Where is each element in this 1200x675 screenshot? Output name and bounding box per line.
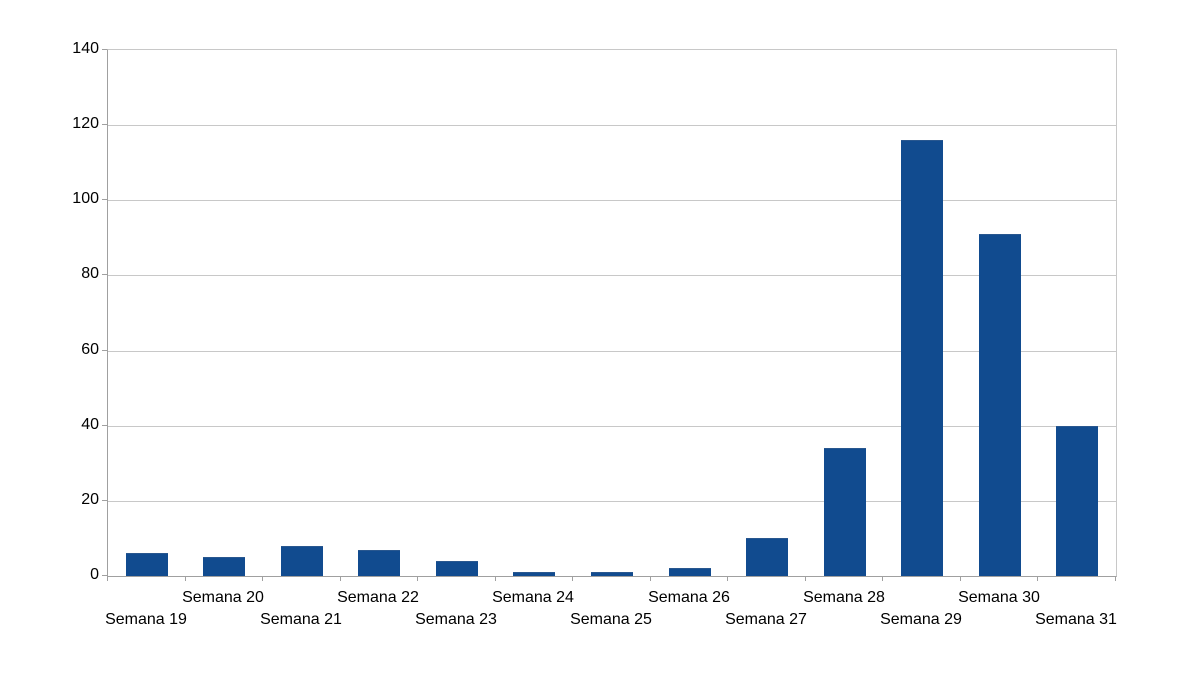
x-axis-tick	[805, 576, 806, 581]
bar-semana-27	[746, 538, 788, 576]
bar-semana-21	[281, 546, 323, 576]
x-axis-tick	[1037, 576, 1038, 581]
x-axis-tick	[340, 576, 341, 581]
x-axis-tick	[960, 576, 961, 581]
bar-semana-28	[824, 448, 866, 576]
y-axis-tick	[102, 49, 107, 50]
x-axis-category-label: Semana 25	[570, 611, 652, 628]
bar-semana-30	[979, 234, 1021, 576]
bar-semana-24	[513, 572, 555, 576]
bar-semana-19	[126, 553, 168, 576]
x-axis-category-label: Semana 30	[958, 589, 1040, 606]
y-axis-tick	[102, 124, 107, 125]
y-axis-tick-label: 40	[81, 416, 99, 433]
bar-semana-20	[203, 557, 245, 576]
x-axis-category-label: Semana 21	[260, 611, 342, 628]
x-axis-category-label: Semana 23	[415, 611, 497, 628]
y-axis-tick-label: 120	[72, 115, 99, 132]
x-axis-tick	[185, 576, 186, 581]
y-axis-tick-label: 100	[72, 190, 99, 207]
bar-semana-26	[669, 568, 711, 576]
gridline	[108, 125, 1116, 126]
x-axis-tick	[650, 576, 651, 581]
y-axis-tick	[102, 425, 107, 426]
gridline	[108, 275, 1116, 276]
y-axis-tick	[102, 500, 107, 501]
x-axis-tick	[1115, 576, 1116, 581]
y-axis-tick-label: 0	[90, 566, 99, 583]
x-axis-tick	[572, 576, 573, 581]
y-axis-tick-label: 80	[81, 265, 99, 282]
bar-semana-29	[901, 140, 943, 576]
x-axis-category-label: Semana 29	[880, 611, 962, 628]
y-axis-tick	[102, 274, 107, 275]
bar-semana-25	[591, 572, 633, 576]
gridline	[108, 501, 1116, 502]
y-axis-tick	[102, 575, 107, 576]
x-axis-tick	[882, 576, 883, 581]
bar-semana-31	[1056, 426, 1098, 576]
y-axis-tick	[102, 350, 107, 351]
x-axis-tick	[495, 576, 496, 581]
x-axis-category-label: Semana 24	[492, 589, 574, 606]
gridline	[108, 351, 1116, 352]
x-axis-category-label: Semana 26	[648, 589, 730, 606]
bar-semana-22	[358, 550, 400, 576]
y-axis-tick-label: 140	[72, 40, 99, 57]
y-axis-tick	[102, 199, 107, 200]
x-axis-category-label: Semana 28	[803, 589, 885, 606]
x-axis-category-label: Semana 20	[182, 589, 264, 606]
x-axis-category-label: Semana 19	[105, 611, 187, 628]
x-axis-tick	[417, 576, 418, 581]
x-axis-category-label: Semana 22	[337, 589, 419, 606]
y-axis-tick-label: 60	[81, 341, 99, 358]
gridline	[108, 426, 1116, 427]
y-axis-tick-label: 20	[81, 491, 99, 508]
x-axis-category-label: Semana 31	[1035, 611, 1117, 628]
x-axis-category-label: Semana 27	[725, 611, 807, 628]
gridline	[108, 200, 1116, 201]
plot-area	[107, 49, 1117, 577]
x-axis-tick	[727, 576, 728, 581]
bar-semana-23	[436, 561, 478, 576]
x-axis-tick	[107, 576, 108, 581]
x-axis-tick	[262, 576, 263, 581]
